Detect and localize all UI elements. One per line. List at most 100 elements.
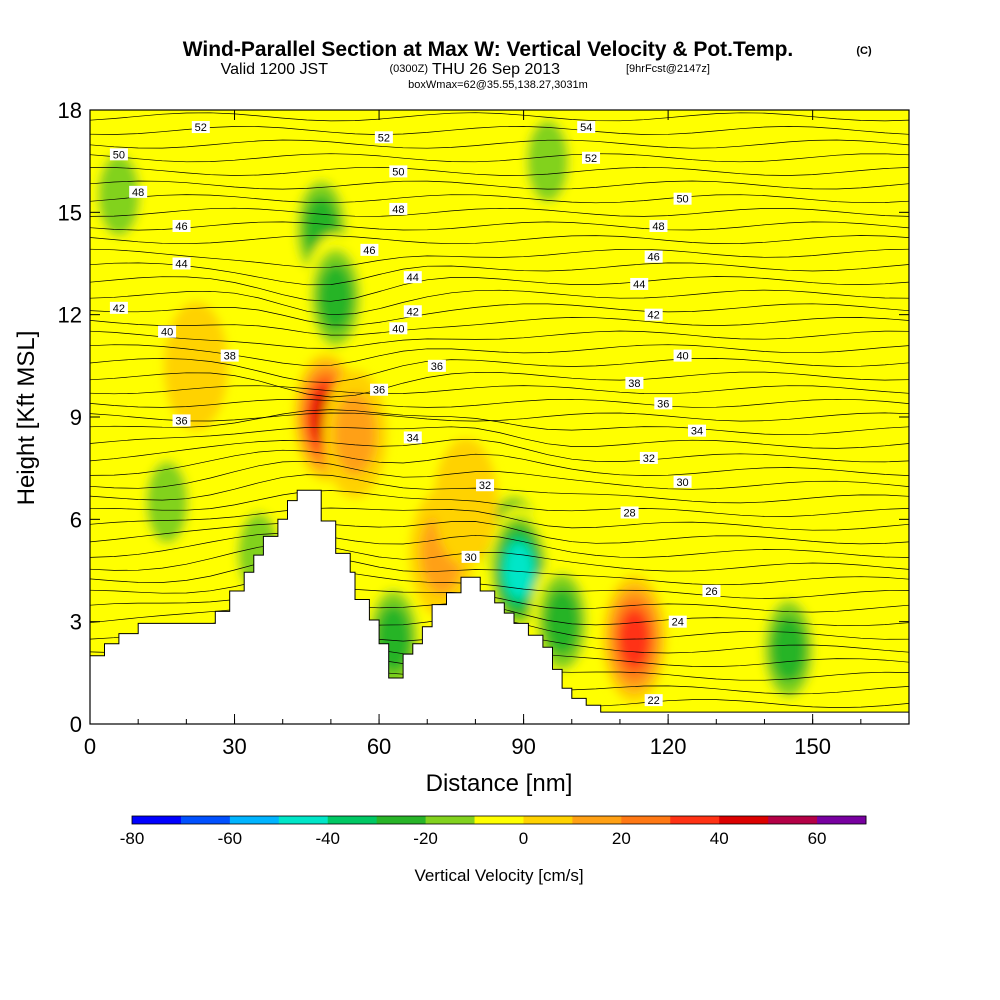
contour-label: 40 (158, 325, 177, 339)
contour-label-text: 42 (648, 310, 660, 322)
contour-label-bg (644, 308, 663, 321)
contour-label-bg (403, 305, 422, 318)
colorbar-tick-label: 60 (808, 829, 827, 848)
contour-label-text: 36 (373, 385, 385, 397)
contour-label-text: 36 (175, 415, 187, 427)
contour-label: 42 (644, 308, 663, 322)
contour-label: 40 (673, 349, 692, 363)
contour-label-bg (172, 414, 191, 427)
contour-label-text: 26 (705, 586, 717, 598)
y-axis-title: Height [Kft MSL] (13, 331, 40, 506)
contour-label: 48 (129, 185, 148, 199)
theta-contour-line (90, 460, 909, 490)
chart-title: Wind-Parallel Section at Max W: Vertical… (183, 38, 794, 61)
contour-label-text: 32 (479, 480, 491, 492)
colorbar-swatch (817, 816, 867, 824)
contour-label-bg (673, 475, 692, 488)
contour-label: 36 (172, 414, 191, 427)
contour-label-text: 50 (676, 194, 688, 206)
contour-label-text: 24 (672, 617, 684, 629)
contour-label: 46 (644, 250, 663, 264)
colorbar: -80 -60 -40 -20 0 20 40 60 (120, 815, 867, 848)
contour-label-text: 46 (363, 245, 375, 257)
x-tick-label: 30 (222, 734, 246, 759)
y-tick-label: 3 (70, 610, 82, 635)
contour-label-bg (673, 349, 692, 362)
contour-label-text: 22 (648, 695, 660, 707)
theta-contour-line (90, 248, 909, 268)
velocity-blob (333, 393, 376, 476)
contour-label-text: 36 (431, 361, 443, 373)
x-tick-label: 0 (84, 734, 96, 759)
contour-label-bg (644, 250, 663, 263)
theta-contour-line (90, 412, 909, 422)
contour-label-text: 30 (464, 552, 476, 564)
colorbar-swatch (719, 816, 769, 824)
contour-label: 52 (191, 121, 210, 134)
contour-label-bg (649, 219, 668, 232)
contour-label-bg (461, 550, 480, 563)
contour-label-text: 52 (195, 122, 207, 134)
colorbar-swatch (229, 816, 280, 824)
contour-label: 52 (582, 151, 601, 165)
theta-contour-line (90, 555, 909, 586)
theta-contour-line (90, 474, 909, 504)
theta-contour-line (90, 166, 909, 176)
contour-label: 32 (639, 451, 658, 465)
contour-label: 36 (427, 359, 446, 373)
contour-label: 28 (620, 506, 639, 520)
contour-label-bg (389, 202, 408, 215)
colorbar-swatch (376, 816, 427, 824)
velocity-blob (146, 461, 189, 544)
contour-label-bg (630, 277, 649, 290)
contour-label-text: 52 (378, 132, 390, 144)
contour-label-text: 54 (580, 122, 592, 134)
theta-contour-line (90, 490, 909, 517)
contour-label-text: 34 (407, 432, 419, 444)
contour-label: 54 (577, 121, 596, 134)
colorbar-tick-label: -80 (120, 829, 145, 848)
theta-contour-line (90, 409, 909, 436)
theta-contour-line (90, 426, 909, 449)
colorbar-swatch (180, 816, 231, 824)
contour-label-text: 30 (676, 477, 688, 489)
theta-contour-line (90, 330, 909, 349)
contour-label-text: 40 (676, 351, 688, 363)
contour-label-bg (191, 121, 210, 134)
x-tick-label: 90 (511, 734, 535, 759)
contour-label-text: 32 (643, 453, 655, 465)
velocity-blob (544, 588, 580, 656)
colorbar-tick-label: 40 (710, 829, 729, 848)
velocity-blob (526, 120, 569, 203)
theta-contour-line (90, 358, 909, 383)
theta-contour-line (90, 235, 909, 245)
contour-label-text: 48 (652, 221, 664, 233)
contour-label-text: 46 (648, 252, 660, 264)
colorbar-swatch (621, 816, 671, 824)
contour-label: 26 (702, 584, 721, 598)
contour-label-bg (158, 325, 177, 338)
contour-label: 38 (220, 349, 239, 363)
theta-contour-line (90, 126, 909, 135)
velocity-blob (318, 264, 354, 331)
theta-contour-line (90, 262, 909, 286)
contour-label-bg (360, 243, 379, 256)
theta-contour-line (90, 571, 909, 599)
colorbar-swatch (278, 816, 329, 824)
terrain-profile (90, 489, 909, 724)
valid-time-label: Valid 1200 JST (221, 61, 329, 78)
contour-label: 46 (172, 219, 191, 233)
theta-contour-line (90, 449, 909, 476)
x-axis-title: Distance [nm] (426, 770, 573, 797)
valid-date-label: THU 26 Sep 2013 (432, 61, 560, 78)
y-tick-label: 9 (70, 405, 82, 430)
contour-label: 34 (403, 431, 422, 444)
contour-label: 30 (461, 550, 480, 564)
contour-label-text: 50 (113, 149, 125, 161)
theta-contour-line (90, 521, 909, 545)
contour-label-bg (172, 219, 191, 232)
contour-label-text: 44 (175, 259, 187, 271)
contour-label-bg (702, 584, 721, 597)
